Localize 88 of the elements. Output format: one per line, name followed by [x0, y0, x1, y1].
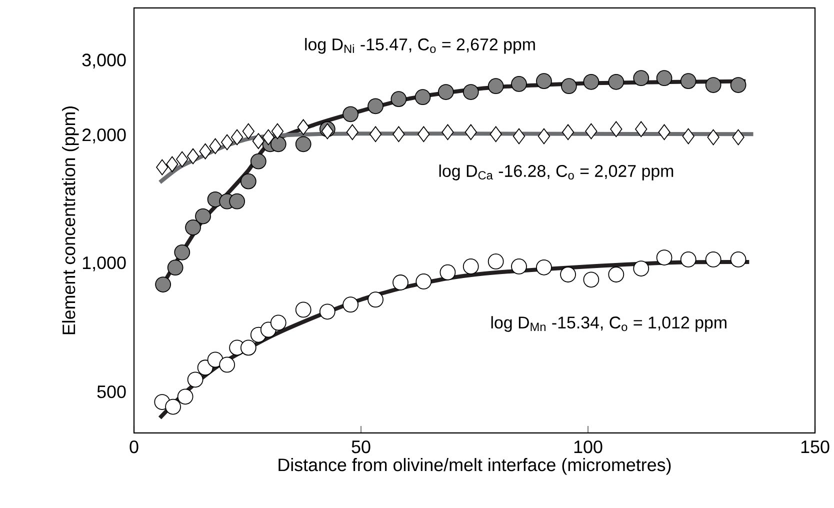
- point: [705, 252, 722, 268]
- point: [442, 124, 454, 140]
- point: [511, 258, 527, 274]
- point: [488, 78, 504, 94]
- x-tick-label: 150: [801, 440, 830, 454]
- point: [155, 276, 172, 292]
- point: [207, 352, 224, 368]
- point: [167, 260, 184, 276]
- point: [187, 372, 204, 388]
- point: [730, 252, 746, 268]
- point: [390, 91, 407, 108]
- point: [240, 173, 256, 190]
- point: [295, 136, 312, 152]
- x-axis-title: Distance from olivine/melt interface (micrometres): [278, 458, 671, 475]
- line-series: [158, 260, 752, 420]
- point: [635, 121, 648, 138]
- point: [229, 193, 246, 210]
- point: [464, 124, 477, 140]
- point: [177, 388, 194, 405]
- y-tick-label: 2,000: [82, 128, 126, 144]
- annotation: log D$_{Mn}$ -15.34, C$_{o}$ = 1,012 ppm: [491, 316, 726, 332]
- point: [219, 356, 236, 373]
- x-tick-label: 50: [352, 440, 370, 454]
- point: [346, 124, 358, 140]
- point: [230, 129, 244, 146]
- point: [392, 126, 405, 142]
- point: [682, 128, 694, 144]
- annotation: log D$_{Ca}$ -16.28, C$_{o}$ = 2,027 ppm: [439, 164, 674, 180]
- point: [199, 143, 212, 160]
- point: [680, 73, 696, 90]
- point: [165, 398, 181, 415]
- point: [416, 274, 432, 290]
- point: [732, 129, 744, 146]
- point: [560, 266, 576, 282]
- point: [656, 70, 672, 86]
- point: [250, 153, 266, 170]
- point: [368, 292, 384, 308]
- point: [297, 119, 310, 136]
- point: [185, 220, 201, 236]
- point: [240, 340, 256, 356]
- point: [707, 129, 720, 146]
- point: [270, 314, 286, 331]
- point: [369, 126, 382, 142]
- point: [608, 74, 624, 90]
- y-tick-label: 500: [97, 385, 126, 398]
- point: [490, 126, 502, 142]
- point: [368, 98, 384, 114]
- point: [209, 138, 222, 154]
- point: [262, 129, 274, 146]
- point: [511, 76, 527, 92]
- point: [438, 84, 454, 100]
- point: [536, 259, 552, 276]
- point: [342, 296, 359, 313]
- point: [418, 126, 430, 142]
- x-tick-label: 100: [574, 440, 602, 454]
- point: [462, 84, 479, 100]
- point: [610, 121, 622, 138]
- y-tick-label: 3,000: [82, 54, 126, 68]
- point: [658, 124, 670, 140]
- point: [342, 106, 359, 122]
- point: [512, 128, 526, 144]
- point: [270, 136, 286, 152]
- point: [680, 252, 696, 268]
- x-tick-label: 0: [130, 440, 138, 454]
- point: [633, 70, 650, 86]
- point: [271, 123, 284, 140]
- point: [633, 260, 650, 276]
- point: [319, 304, 336, 320]
- point: [562, 124, 574, 140]
- point: [585, 123, 598, 140]
- point: [730, 77, 746, 93]
- point: [656, 250, 672, 266]
- point: [414, 89, 431, 106]
- point: [536, 73, 552, 90]
- point: [440, 264, 456, 280]
- point: [560, 78, 577, 94]
- y-tick-label: 1,000: [82, 256, 126, 272]
- point: [174, 244, 190, 260]
- point: [186, 148, 200, 164]
- point: [252, 133, 264, 150]
- annotation: log D$_{Ni}$ -15.47, C$_{o}$ = 2,672 ppm: [305, 38, 535, 54]
- point: [392, 274, 408, 290]
- point: [705, 77, 722, 93]
- point: [583, 74, 600, 90]
- point: [195, 208, 211, 224]
- y-axis-title: Element concentration (ppm): [62, 106, 79, 334]
- point: [538, 128, 550, 144]
- point: [220, 134, 234, 150]
